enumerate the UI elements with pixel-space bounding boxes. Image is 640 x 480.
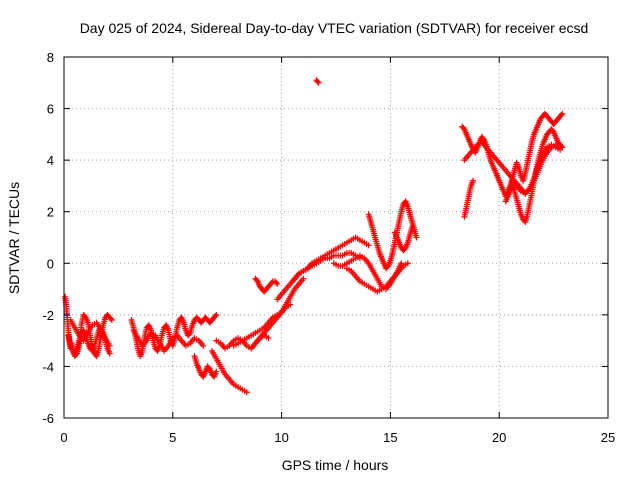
data-point	[558, 112, 565, 119]
data-point	[273, 279, 280, 286]
data-point	[300, 275, 307, 282]
y-tick-label: 2	[47, 205, 54, 220]
plot-frame	[63, 56, 609, 419]
y-tick-label: 6	[47, 102, 54, 117]
data-point	[186, 331, 193, 338]
y-axis-label: SDTVAR / TECUs	[6, 182, 22, 294]
x-tick-label: 25	[601, 430, 615, 445]
y-tick-label: -2	[42, 308, 54, 323]
x-tick-label: 15	[383, 430, 397, 445]
x-tick-label: 10	[274, 430, 288, 445]
data-point	[213, 368, 220, 375]
data-point	[558, 142, 565, 149]
data-point	[470, 177, 477, 184]
grid	[64, 57, 608, 418]
data-point	[265, 335, 272, 342]
x-axis-ticks: 0 5 10 15 20 25	[60, 57, 615, 445]
data-point	[107, 315, 114, 322]
x-tick-label: 0	[60, 430, 67, 445]
x-tick-label: 20	[492, 430, 506, 445]
data-point	[81, 313, 88, 320]
data-point	[212, 313, 219, 320]
chart-title: Day 025 of 2024, Sidereal Day-to-day VTE…	[80, 20, 589, 36]
y-tick-label: -4	[42, 359, 54, 374]
data-point	[200, 342, 207, 349]
data-point	[559, 110, 566, 117]
data-point	[401, 246, 408, 253]
y-axis-ticks: -6 -4 -2 0 2 4 6 8	[42, 50, 608, 426]
data-point	[205, 364, 212, 371]
data-point	[274, 280, 281, 287]
data-point	[213, 311, 220, 318]
data-point	[314, 78, 321, 85]
data-point	[243, 389, 250, 396]
data-point	[384, 264, 391, 271]
data-points	[62, 77, 566, 396]
data-point	[413, 234, 420, 241]
data-point	[365, 242, 372, 249]
data-point	[479, 135, 486, 142]
data-point	[549, 127, 556, 134]
y-tick-label: 4	[47, 153, 54, 168]
y-tick-label: 0	[47, 256, 54, 271]
data-point	[315, 79, 322, 86]
data-point	[404, 260, 411, 267]
y-tick-label: -6	[42, 411, 54, 426]
data-point	[108, 317, 115, 324]
data-point	[106, 350, 113, 357]
data-point	[253, 277, 260, 284]
data-point	[557, 146, 564, 153]
data-point	[409, 224, 416, 231]
data-point	[106, 342, 113, 349]
y-tick-label: 8	[47, 50, 54, 65]
data-point	[460, 124, 467, 131]
x-axis-label: GPS time / hours	[282, 457, 389, 473]
x-tick-label: 5	[169, 430, 176, 445]
